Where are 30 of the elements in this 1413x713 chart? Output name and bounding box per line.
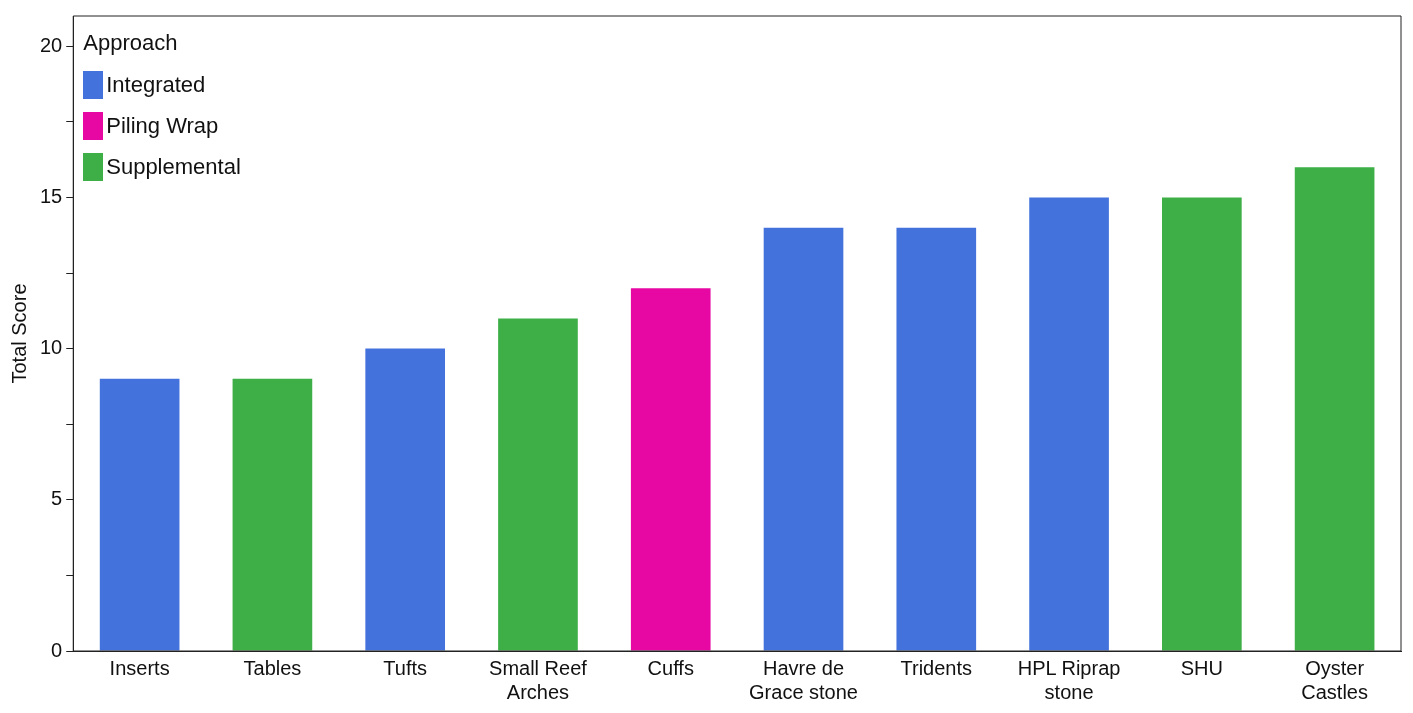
x-tick-label: Tables [243,656,302,679]
y-axis-title: Total Score [7,283,30,384]
x-tick-label: Oyster Castles [1301,656,1368,703]
bar [1029,197,1109,651]
bar [365,348,446,651]
legend-label: Integrated [106,71,206,98]
x-tick-label: Small Reef Arches [489,656,588,703]
bar [763,227,844,651]
x-tick-label: Tridents [900,656,973,679]
y-tick-label: 20 [40,33,63,56]
x-tick-label: Inserts [109,656,170,679]
x-tick-label: Cuffs [647,656,694,679]
legend-label: Piling Wrap [106,112,219,139]
legend-label: Supplemental [106,153,241,180]
bar [498,318,578,651]
bar [232,378,313,651]
x-tick-label: HPL Riprap stone [1017,656,1121,703]
y-tick-label: 15 [40,184,63,207]
bar [1294,167,1375,651]
bar [630,288,711,651]
bar [896,227,977,651]
legend-title: Approach [83,30,179,56]
y-tick-label: 0 [51,638,63,661]
bar [1162,197,1242,651]
x-tick-label: Tufts [383,656,428,679]
x-tick-label: SHU [1180,656,1223,679]
y-tick-label: 10 [40,336,63,359]
bar [99,378,180,651]
x-tick-label: Havre de Grace stone [749,656,858,703]
y-tick-label: 5 [51,487,63,510]
